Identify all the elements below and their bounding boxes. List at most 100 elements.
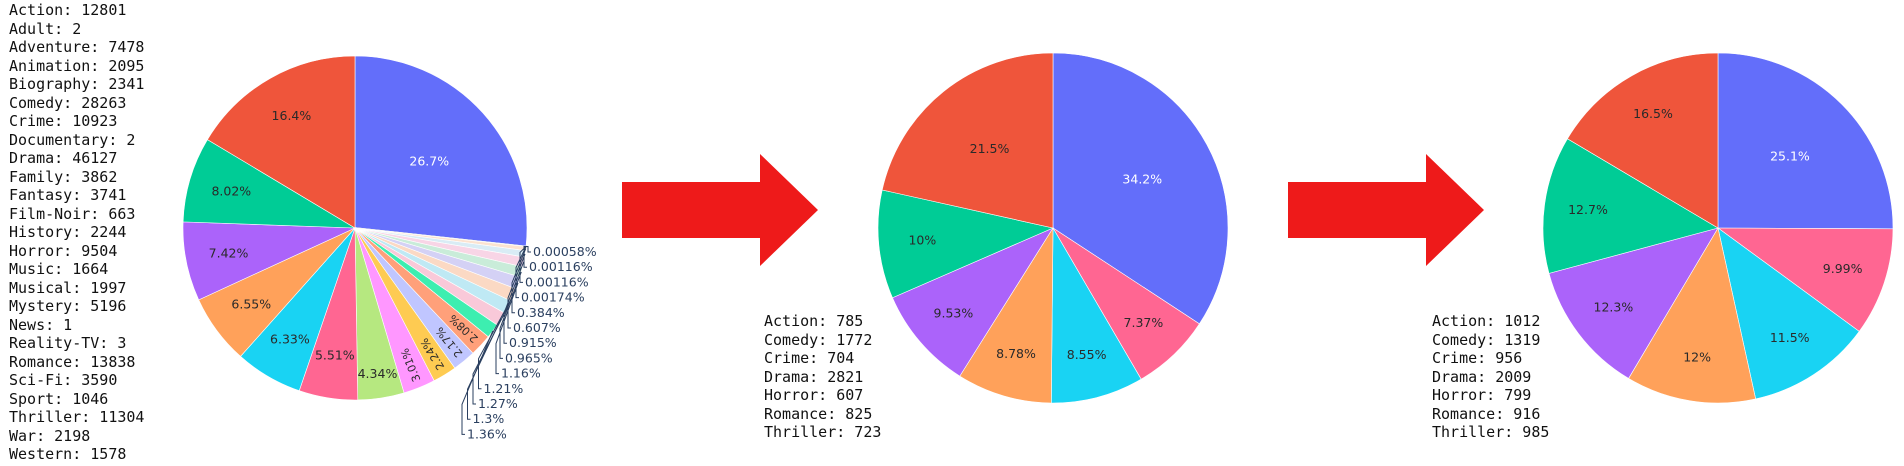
pie-leader-line: [526, 245, 531, 253]
pie-slice-label: 7.37%: [1124, 315, 1164, 330]
genre-count-item: Western: 1578: [9, 445, 127, 463]
genre-count-item: Drama: 46127: [9, 149, 118, 167]
pie-slice-label: 16.5%: [1633, 106, 1673, 121]
pie-slice-label: 0.00174%: [521, 290, 585, 305]
pie-slice-label: 0.915%: [509, 335, 557, 350]
pie-leader-line: [495, 282, 519, 375]
pie-slice-label: 1.27%: [478, 396, 518, 411]
pie-slice-label: 0.00116%: [529, 259, 593, 274]
genre-count-item: Thriller: 723: [764, 423, 882, 441]
pie-slice: [207, 55, 356, 229]
genre-count-item: Comedy: 1772: [764, 330, 873, 349]
pie-slice-label: 0.384%: [517, 305, 565, 320]
pie-slice-label: 4.34%: [358, 366, 398, 381]
genre-count-item: News: 1: [9, 315, 73, 334]
pie-slice: [877, 189, 1054, 299]
genre-count-item: Crime: 704: [764, 349, 855, 367]
genre-count-item: Action: 12801: [9, 1, 127, 19]
pie-slice: [1542, 138, 1719, 274]
genre-count-item: Biography: 2341: [9, 75, 145, 93]
pie-slice: [354, 55, 528, 247]
genre-count-item: Film-Noir: 663: [9, 204, 136, 223]
genre-count-item: War: 2198: [9, 426, 91, 445]
pie-slice-label: 1.3%: [473, 411, 505, 426]
genre-count-item: Reality-TV: 3: [9, 334, 127, 352]
genre-count-item: Action: 785: [764, 312, 864, 330]
pie-slice-label: 1.16%: [501, 366, 541, 381]
pie-slice: [1717, 52, 1894, 230]
pie-slice-label: 12%: [1683, 350, 1711, 365]
genre-count-item: Romance: 13838: [9, 352, 136, 371]
genre-count-item: Thriller: 985: [1432, 423, 1550, 441]
genre-count-item: Sport: 1046: [9, 389, 109, 408]
pie-slice-label: 9.99%: [1823, 261, 1863, 276]
genre-count-item: Musical: 1997: [9, 278, 127, 297]
pie-slice-label: 5.51%: [315, 347, 355, 362]
pie-slice-label: 6.55%: [231, 297, 271, 312]
genre-count-item: Comedy: 1319: [1432, 330, 1541, 349]
genre-count-item: Adventure: 7478: [9, 38, 145, 56]
pie-slice: [881, 52, 1054, 229]
pie-slice-label: 25.1%: [1770, 148, 1810, 163]
pie-slice-label: 26.7%: [409, 153, 449, 168]
pie-leader-line: [467, 318, 502, 420]
genre-counts-list-right: Action: 1012 Comedy: 1319 Crime: 956 Drama:…: [1432, 312, 1549, 442]
genre-count-item: Horror: 799: [1432, 386, 1532, 404]
genre-count-item: Crime: 956: [1432, 349, 1523, 367]
pie-slice-label: 8.78%: [996, 346, 1036, 361]
pie-slice: [959, 226, 1054, 404]
genre-count-item: Thriller: 11304: [9, 408, 145, 426]
pie-slice-label: 8.55%: [1067, 347, 1107, 362]
genre-counts-list-all: Action: 12801 Adult: 2 Adventure: 7478 Anim…: [9, 1, 144, 464]
genre-count-item: Crime: 10923: [9, 112, 118, 130]
pie-slice-label: 0.607%: [513, 320, 561, 335]
pie-leader-line: [507, 253, 526, 329]
genre-count-item: Music: 1664: [9, 260, 109, 278]
genre-count-item: Drama: 2821: [764, 367, 864, 386]
right-arrow-icon: [622, 154, 818, 266]
genre-count-item: Fantasy: 3741: [9, 186, 127, 204]
pie-slice-label: 21.5%: [970, 141, 1010, 156]
pie-slice-label: 34.2%: [1122, 172, 1162, 187]
pie-slice: [1717, 227, 1894, 332]
genre-count-item: Drama: 2009: [1432, 367, 1532, 386]
pie-slice-label: 6.33%: [270, 331, 310, 346]
pie-slice: [1567, 52, 1719, 229]
pie-leader-line: [461, 330, 494, 435]
genre-count-item: Horror: 607: [764, 386, 864, 404]
right-arrow-icon: [1288, 154, 1484, 266]
pie-slice-label: 16.4%: [272, 108, 312, 123]
genre-count-item: Adult: 2: [9, 19, 82, 38]
pie-slice-label: 1.21%: [484, 381, 524, 396]
pie-slice-label: 9.53%: [934, 305, 974, 320]
pie-slice-label: 8.02%: [211, 183, 251, 198]
genre-count-item: Horror: 9504: [9, 241, 118, 260]
pie-slice-label: 1.36%: [467, 426, 507, 441]
pie-leader-line: [478, 294, 514, 390]
genre-count-item: Comedy: 28263: [9, 93, 127, 112]
genre-count-item: Romance: 916: [1432, 404, 1541, 423]
genre-count-item: Animation: 2095: [9, 56, 145, 75]
pie-slice-label: 0.00116%: [525, 274, 589, 289]
pie-slice: [1628, 227, 1757, 404]
pie-slice-label: 11.5%: [1770, 330, 1810, 345]
genre-count-item: History: 2244: [9, 223, 127, 241]
pie-slice: [1052, 52, 1229, 325]
pie-slice-label: 0.965%: [505, 350, 553, 365]
pie-slice: [892, 227, 1054, 377]
genre-count-item: Sci-Fi: 3590: [9, 371, 118, 389]
pie-slice: [1050, 226, 1142, 404]
pie-slice: [1717, 227, 1860, 400]
genre-count-item: Action: 1012: [1432, 312, 1541, 330]
pie-slice-label: 12.3%: [1594, 299, 1634, 314]
pie-slice-label: 10%: [908, 233, 936, 248]
pie-slice-label: 7.42%: [209, 245, 249, 260]
pie-slice-label: 0.00058%: [533, 244, 597, 259]
genre-count-item: Mystery: 5196: [9, 297, 127, 315]
pie-leader-line: [503, 261, 525, 344]
genre-counts-list-middle: Action: 785 Comedy: 1772 Crime: 704 Drama: …: [764, 312, 881, 442]
genre-count-item: Documentary: 2: [9, 130, 136, 149]
